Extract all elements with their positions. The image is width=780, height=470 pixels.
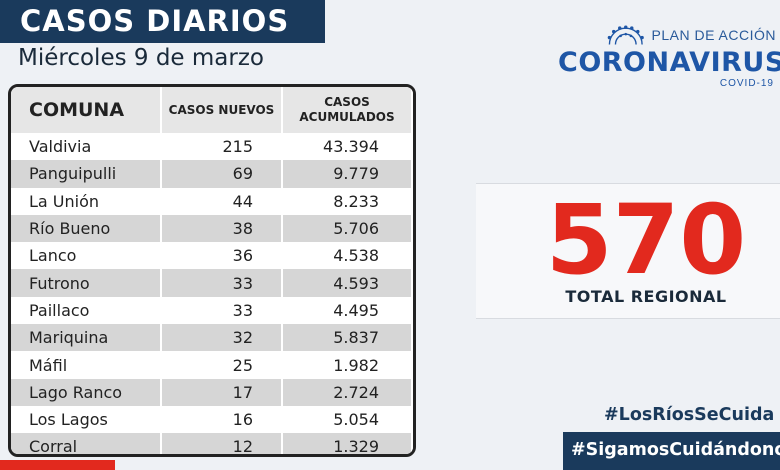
table-row: Paillaco 33 4.495 [11,296,413,325]
cases-table: COMUNA CASOS NUEVOS CASOS ACUMULADOS Val… [8,84,416,457]
new-cases-cell: 44 [161,187,283,215]
new-cases-cell: 12 [161,433,283,454]
table-row: Corral 12 1.329 [11,433,413,454]
title-banner: CASOS DIARIOS [0,0,325,43]
table-row: La Unión 44 8.233 [11,187,413,215]
table-row: Río Bueno 38 5.706 [11,214,413,243]
hashtag-los-rios: #LosRíosSeCuida [604,405,775,425]
new-cases-cell: 33 [161,296,283,325]
logo-name: CORONAVIRUS [558,47,780,78]
table-row: Mariquina 32 5.837 [11,324,413,352]
logo-plan-text: PLAN DE ACCIÓN [651,27,776,43]
total-cases-cell: 2.724 [282,378,413,406]
date-subtitle: Miércoles 9 de marzo [18,45,264,71]
total-cases-cell: 9.779 [282,160,413,188]
logo-top: PLAN DE ACCIÓN [606,24,776,46]
comuna-cell: Corral [11,433,162,454]
total-cases-cell: 5.706 [282,214,413,243]
total-cases-cell: 4.538 [282,242,413,270]
new-cases-cell: 69 [161,160,283,188]
new-cases-cell: 38 [161,214,283,243]
plan-accion-logo: PLAN DE ACCIÓN CORONAVIRUS COVID-19 [558,22,780,92]
comuna-cell: Paillaco [11,296,162,325]
comuna-cell: Los Lagos [11,405,162,434]
new-cases-cell: 17 [161,378,283,406]
table-row: Lago Ranco 17 2.724 [11,378,413,406]
virus-icon [607,25,644,45]
table-row: Panguipulli 69 9.779 [11,160,413,188]
table-header-row: COMUNA CASOS NUEVOS CASOS ACUMULADOS [11,87,413,133]
comuna-cell: Futrono [11,269,162,297]
red-accent-strip [0,460,115,470]
total-cases-cell: 8.233 [282,187,413,215]
total-cases-cell: 5.837 [282,324,413,352]
comuna-cell: Río Bueno [11,214,162,243]
header-casos-nuevos: CASOS NUEVOS [161,87,283,133]
total-cases-cell: 5.054 [282,405,413,434]
total-regional-box: 570 TOTAL REGIONAL [476,183,780,319]
new-cases-cell: 32 [161,324,283,352]
table-row: Lanco 36 4.538 [11,242,413,270]
table-row: Máfil 25 1.982 [11,351,413,379]
page-title: CASOS DIARIOS [20,4,290,38]
new-cases-cell: 33 [161,269,283,297]
comuna-cell: Lago Ranco [11,378,162,406]
new-cases-cell: 215 [161,133,283,161]
header-casos-acumulados: CASOS ACUMULADOS [282,87,413,133]
table-row: Futrono 33 4.593 [11,269,413,297]
comuna-cell: Máfil [11,351,162,379]
total-cases-cell: 4.593 [282,269,413,297]
header-comuna: COMUNA [11,87,162,133]
comuna-cell: Lanco [11,242,162,270]
total-cases-cell: 4.495 [282,296,413,325]
hashtag-sigamos: #SigamosCuidándonos [563,432,780,470]
total-regional-value: 570 [545,184,747,296]
new-cases-cell: 36 [161,242,283,270]
total-regional-label: TOTAL REGIONAL [565,287,727,306]
new-cases-cell: 16 [161,405,283,434]
table-row: Los Lagos 16 5.054 [11,405,413,434]
new-cases-cell: 25 [161,351,283,379]
comuna-cell: Panguipulli [11,160,162,188]
table-row: Valdivia 215 43.394 [11,133,413,161]
comuna-cell: Mariquina [11,324,162,352]
logo-subtitle: COVID-19 [719,78,774,89]
total-cases-cell: 1.329 [282,433,413,454]
comuna-cell: Valdivia [11,133,162,161]
total-cases-cell: 1.982 [282,351,413,379]
comuna-cell: La Unión [11,187,162,215]
total-cases-cell: 43.394 [282,133,413,161]
